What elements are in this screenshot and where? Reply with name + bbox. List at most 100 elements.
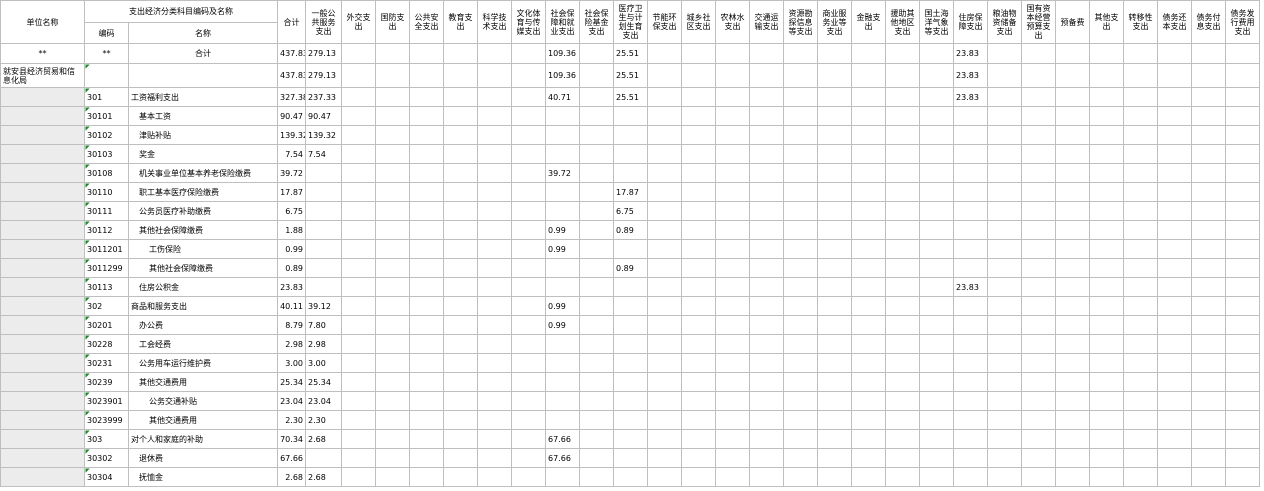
table-row: 30239 其他交通费用 25.34 25.34: [0, 372, 1260, 392]
empty-cell: [477, 353, 512, 373]
name-cell: 商品和服务支出: [128, 296, 278, 316]
empty-cell: [375, 87, 410, 107]
empty-cell: [1191, 429, 1226, 449]
empty-cell: [885, 467, 920, 487]
table-row: 30102 津贴补贴 139.32 139.32: [0, 125, 1260, 145]
empty-cell: [511, 182, 546, 202]
empty-cell: [1191, 391, 1226, 411]
empty-cell: [1191, 258, 1226, 278]
empty-cell: [409, 106, 444, 126]
empty-cell: [1157, 87, 1192, 107]
empty-cell: [1089, 220, 1124, 240]
empty-cell: [715, 43, 750, 64]
code-cell: 3011201: [84, 239, 129, 259]
empty-cell: [783, 43, 818, 64]
header-cell: 城乡社区支出: [681, 0, 716, 44]
code-cell: 30113: [84, 277, 129, 297]
empty-cell: [613, 391, 648, 411]
empty-cell: [919, 391, 954, 411]
empty-cell: [919, 258, 954, 278]
empty-cell: [715, 277, 750, 297]
empty-cell: [1123, 315, 1158, 335]
header-row: 编码 名称: [1, 22, 1260, 44]
empty-cell: [817, 353, 852, 373]
empty-cell: [409, 353, 444, 373]
empty-cell: [409, 182, 444, 202]
empty-cell: [0, 315, 85, 335]
header-cell: 住房保障支出: [953, 0, 988, 44]
header-cell: 医疗卫生与计划生育支出: [613, 0, 648, 44]
empty-cell: [443, 258, 478, 278]
empty-cell: [1021, 315, 1056, 335]
empty-cell: [409, 125, 444, 145]
empty-cell: [715, 163, 750, 183]
empty-cell: [409, 63, 444, 88]
empty-cell: [1225, 239, 1260, 259]
empty-cell: [511, 87, 546, 107]
empty-cell: [375, 220, 410, 240]
empty-cell: [579, 258, 614, 278]
name-cell: 其他社会保障缴费: [128, 220, 278, 240]
empty-cell: [511, 372, 546, 392]
empty-cell: [1157, 334, 1192, 354]
empty-cell: [681, 220, 716, 240]
empty-cell: [1157, 182, 1192, 202]
name-cell: 公务用车运行维护费: [128, 353, 278, 373]
empty-cell: [545, 125, 580, 145]
empty-cell: [1157, 144, 1192, 164]
empty-cell: [1055, 43, 1090, 64]
empty-cell: [1089, 201, 1124, 221]
empty-cell: [851, 315, 886, 335]
empty-cell: [1191, 87, 1226, 107]
empty-cell: [1089, 372, 1124, 392]
empty-cell: [885, 334, 920, 354]
empty-cell: [681, 353, 716, 373]
empty-cell: [443, 63, 478, 88]
header-cell: 单位名称: [0, 0, 85, 44]
table-row: 30108 机关事业单位基本养老保险缴费 39.72 39.72: [0, 163, 1260, 183]
empty-cell: [443, 448, 478, 468]
empty-cell: [443, 220, 478, 240]
value-cell: 437.83: [277, 63, 306, 88]
empty-cell: [511, 315, 546, 335]
empty-cell: [987, 106, 1022, 126]
empty-cell: [1191, 467, 1226, 487]
name-cell: 工伤保险: [128, 239, 278, 259]
empty-cell: [749, 182, 784, 202]
empty-cell: [953, 220, 988, 240]
empty-cell: [409, 410, 444, 430]
code-cell: 30201: [84, 315, 129, 335]
header-cell: 支出经济分类科目编码及名称: [84, 0, 278, 23]
empty-cell: [1157, 63, 1192, 88]
empty-cell: [1123, 220, 1158, 240]
empty-cell: [613, 163, 648, 183]
empty-cell: [443, 106, 478, 126]
empty-cell: [885, 87, 920, 107]
empty-cell: [477, 315, 512, 335]
empty-cell: [919, 315, 954, 335]
empty-cell: [1089, 410, 1124, 430]
empty-cell: [919, 63, 954, 88]
empty-cell: [375, 315, 410, 335]
empty-cell: [749, 220, 784, 240]
empty-cell: [783, 467, 818, 487]
name-cell: 奖金: [128, 144, 278, 164]
empty-cell: [0, 410, 85, 430]
empty-cell: [715, 315, 750, 335]
empty-cell: [1225, 125, 1260, 145]
header-cell: 债务还本支出: [1157, 0, 1192, 44]
empty-cell: [953, 106, 988, 126]
code-cell: 30111: [84, 201, 129, 221]
empty-cell: [613, 106, 648, 126]
empty-cell: [341, 182, 376, 202]
empty-cell: [341, 163, 376, 183]
empty-cell: [1225, 87, 1260, 107]
empty-cell: [1089, 43, 1124, 64]
empty-cell: [749, 163, 784, 183]
empty-cell: [1055, 429, 1090, 449]
empty-cell: [443, 144, 478, 164]
empty-cell: [1157, 43, 1192, 64]
empty-cell: [1055, 258, 1090, 278]
empty-cell: [851, 220, 886, 240]
empty-cell: [0, 106, 85, 126]
